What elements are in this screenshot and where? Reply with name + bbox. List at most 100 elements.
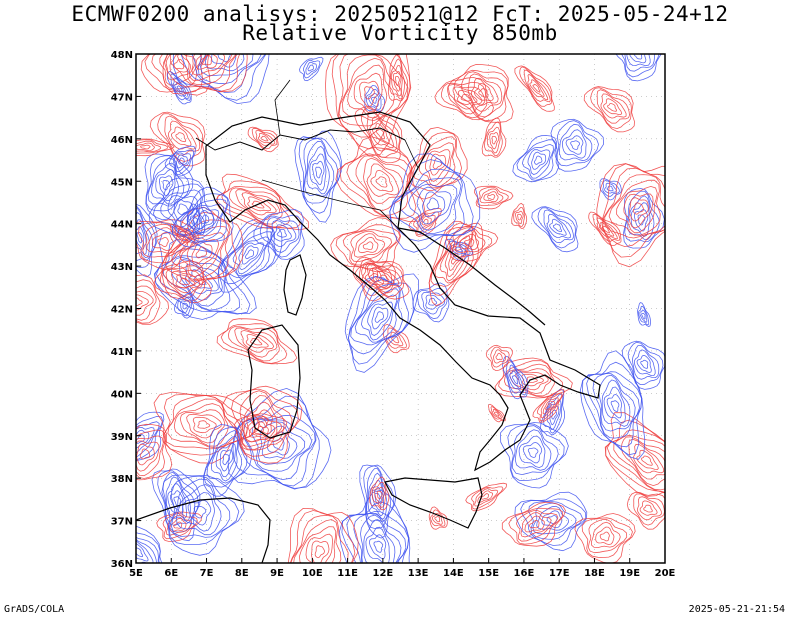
negative-vorticity-contour <box>154 231 257 320</box>
positive-vorticity-contour <box>483 191 499 203</box>
positive-vorticity-contour <box>376 490 383 500</box>
negative-vorticity-contour <box>367 301 394 336</box>
positive-vorticity-contour <box>508 507 564 545</box>
lat-tick-label: 38N <box>111 474 133 485</box>
negative-vorticity-contour <box>603 386 626 424</box>
positive-vorticity-contour <box>162 54 248 95</box>
positive-vorticity-contour <box>520 512 552 538</box>
negative-vorticity-contour <box>527 447 539 458</box>
lon-tick-label: 13E <box>408 568 429 579</box>
negative-vorticity-contour <box>582 361 643 456</box>
negative-vorticity-contour <box>368 534 387 560</box>
positive-vorticity-contour <box>251 127 278 150</box>
negative-vorticity-contour <box>294 130 342 223</box>
positive-vorticity-contour <box>353 72 383 114</box>
negative-vorticity-contour <box>428 297 438 306</box>
lon-tick-label: 12E <box>372 568 393 579</box>
negative-vorticity-contour <box>631 344 660 380</box>
negative-vorticity-contour <box>637 302 651 328</box>
positive-vorticity-contour <box>532 389 565 423</box>
positive-vorticity-contour <box>136 443 155 466</box>
italy-coastline <box>205 111 601 472</box>
negative-vorticity-contour <box>507 364 525 394</box>
positive-vorticity-contour <box>234 327 278 358</box>
positive-vorticity-contour <box>473 185 514 210</box>
lon-tick-label: 7E <box>200 568 214 579</box>
negative-vorticity-contour <box>206 430 243 484</box>
positive-vorticity-contour <box>385 327 407 349</box>
negative-vorticity-contour <box>177 296 192 317</box>
positive-vorticity-contour <box>545 403 552 411</box>
negative-vorticity-contour <box>312 160 325 186</box>
positive-vorticity-contour <box>374 486 385 504</box>
positive-vorticity-contour <box>536 392 563 422</box>
negative-vorticity-contour <box>586 371 642 448</box>
positive-vorticity-contour <box>471 486 504 510</box>
lon-tick-label: 6E <box>164 568 178 579</box>
positive-vorticity-contour <box>239 390 293 450</box>
positive-vorticity-contour <box>371 266 400 289</box>
negative-vorticity-contour <box>374 492 381 505</box>
positive-vorticity-contour <box>136 440 160 472</box>
positive-vorticity-contour <box>542 400 555 415</box>
positive-vorticity-contour <box>448 248 463 271</box>
positive-vorticity-contour <box>200 54 212 66</box>
positive-vorticity-contour <box>195 246 208 259</box>
positive-vorticity-contour <box>247 196 272 212</box>
positive-vorticity-contour <box>311 540 330 563</box>
negative-vorticity-contour <box>606 393 623 419</box>
positive-vorticity-contour <box>173 59 185 70</box>
positive-vorticity-contour <box>314 545 325 559</box>
negative-vorticity-contour <box>543 209 575 244</box>
negative-vorticity-contour <box>136 411 165 462</box>
positive-vorticity-contour <box>361 107 401 158</box>
positive-vorticity-contour <box>159 265 205 302</box>
positive-vorticity-contour <box>136 435 164 477</box>
negative-vorticity-contour <box>389 153 481 253</box>
positive-vorticity-contour <box>616 185 658 234</box>
negative-vorticity-contour <box>173 292 195 319</box>
positive-vorticity-contour <box>371 123 390 145</box>
negative-vorticity-contour <box>144 153 194 221</box>
negative-vorticity-contour <box>136 536 159 563</box>
negative-vorticity-contour <box>162 471 196 526</box>
positive-vorticity-contour <box>517 213 523 221</box>
longitude-axis: 5E 6E 7E 8E 9E 10E 11E 12E 13E 14E 15E 16E 17E 18E 19E… <box>129 558 676 579</box>
lat-tick-label: 41N <box>111 347 133 358</box>
positive-vorticity-contour <box>165 54 196 81</box>
positive-vorticity-contour <box>375 270 395 285</box>
negative-vorticity-contour <box>556 120 599 167</box>
positive-vorticity-contour <box>256 416 269 429</box>
negative-vorticity-contour <box>298 136 342 214</box>
negative-vorticity-contour <box>638 305 650 326</box>
negative-vorticity-contour <box>182 492 215 532</box>
grid-lines <box>136 54 665 563</box>
negative-vorticity-contour <box>558 123 593 162</box>
negative-vorticity-contour <box>173 198 194 222</box>
positive-vorticity-contour <box>179 232 225 278</box>
positive-vorticity-contour <box>246 401 278 440</box>
positive-vorticity-contour <box>169 223 197 244</box>
negative-vorticity-contour <box>601 379 631 427</box>
positive-vorticity-contour <box>214 173 309 231</box>
coastline-borders <box>136 79 601 563</box>
negative-vorticity-contour <box>151 162 179 205</box>
negative-vorticity-contour <box>164 145 197 177</box>
negative-vorticity-contour <box>302 59 321 79</box>
positive-vorticity-contour <box>481 117 507 158</box>
positive-vorticity-contour <box>620 436 665 487</box>
positive-vorticity-contour <box>470 77 499 106</box>
positive-vorticity-contour <box>599 531 610 542</box>
positive-vorticity-contour <box>136 285 157 321</box>
positive-vorticity-contour <box>515 210 524 225</box>
negative-vorticity-contour <box>170 478 231 538</box>
positive-vorticity-contour <box>487 194 496 201</box>
negative-vorticity-contour <box>136 204 158 278</box>
negative-vorticity-contour <box>136 426 155 454</box>
positive-vorticity-contour <box>602 167 665 248</box>
lat-tick-label: 39N <box>111 432 133 443</box>
positive-vorticity-contour <box>490 406 505 421</box>
positive-vorticity-contour <box>191 54 226 76</box>
positive-vorticity-contour <box>626 491 665 530</box>
